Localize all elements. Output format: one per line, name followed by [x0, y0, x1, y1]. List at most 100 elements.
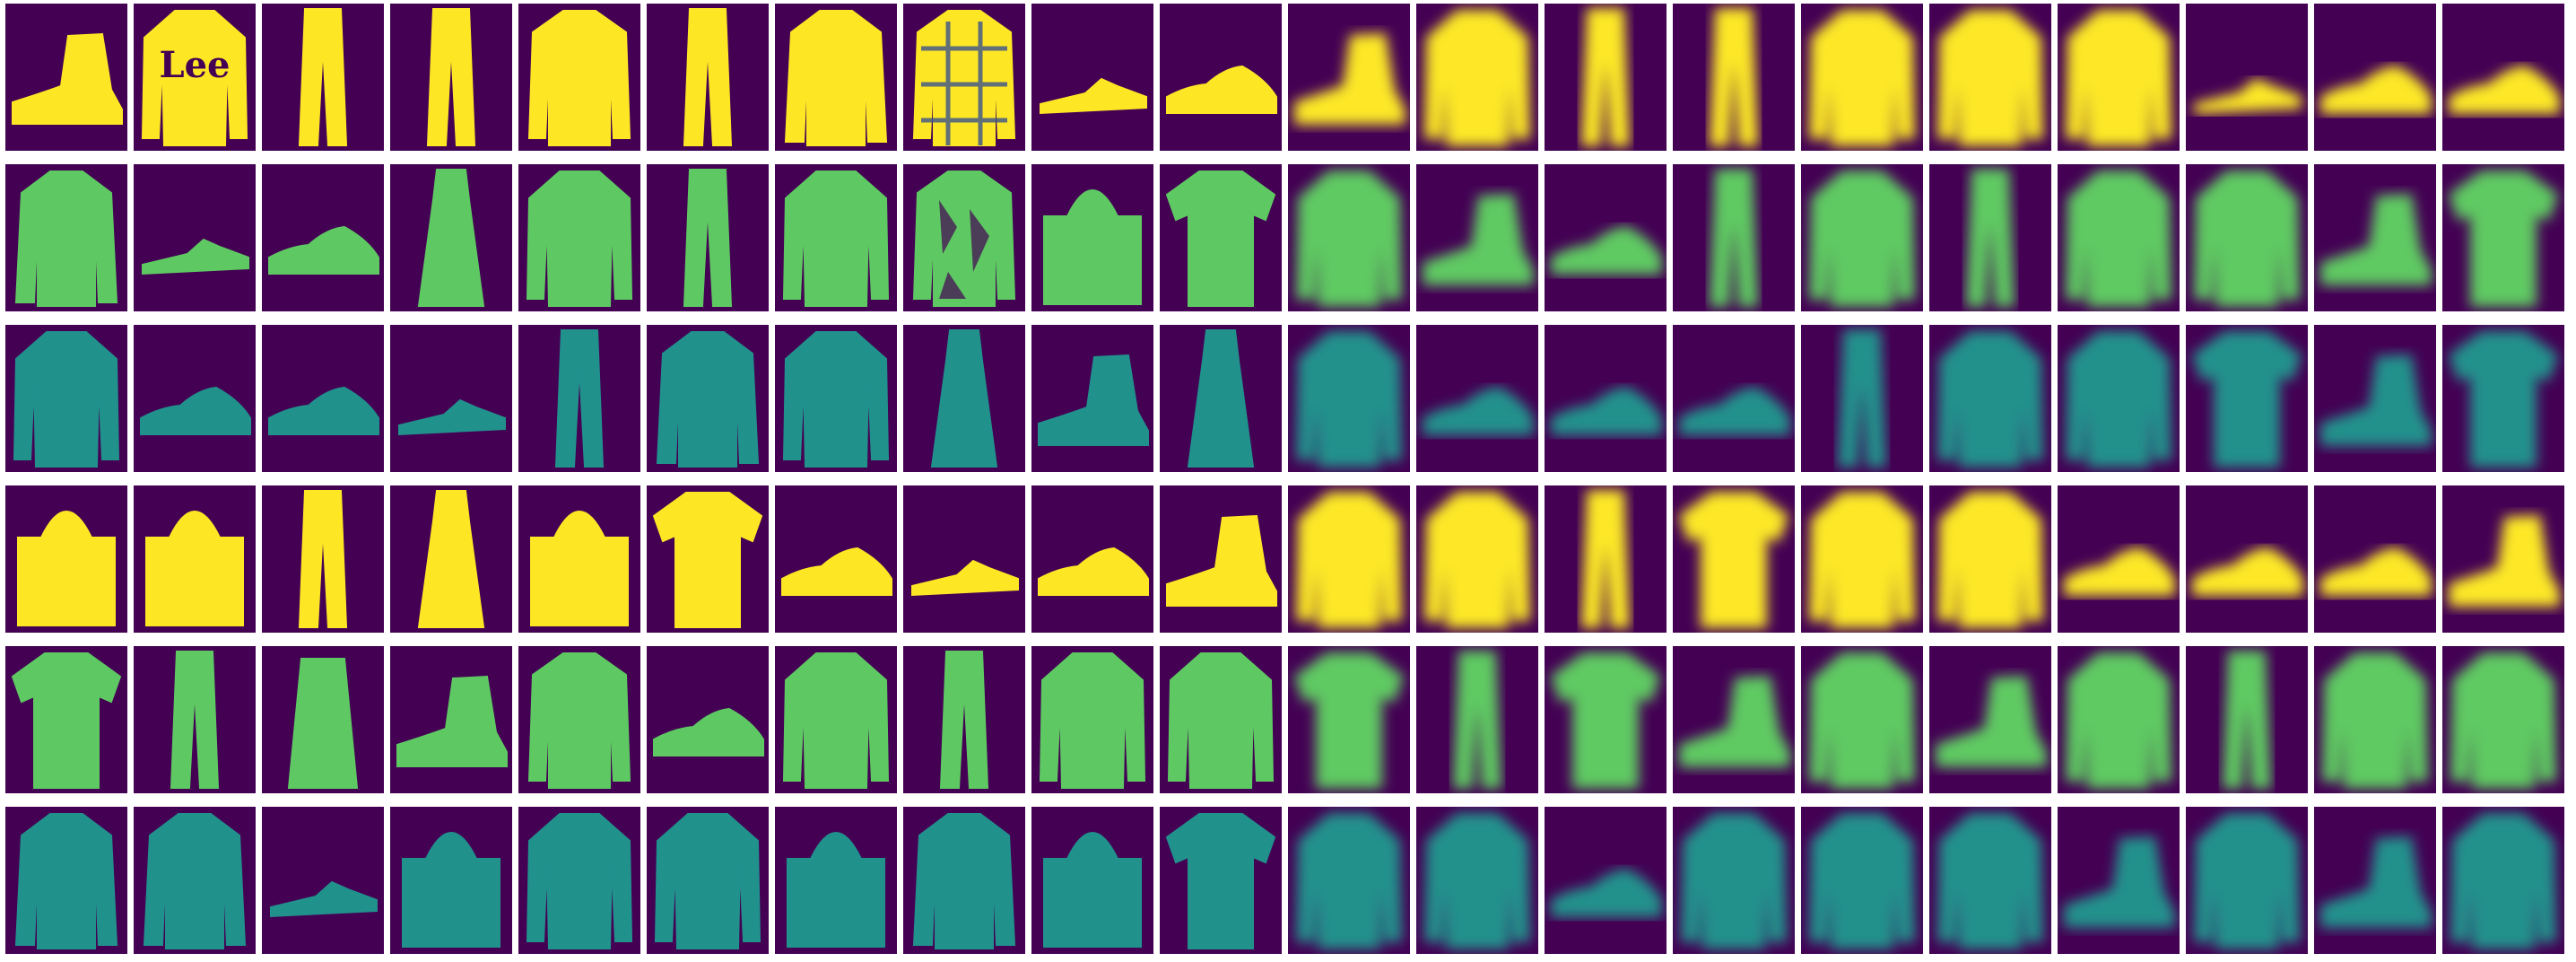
sweater-silhouette	[2321, 652, 2429, 789]
sweater-silhouette	[2065, 652, 2172, 789]
reconstructed-sneaker-image	[2058, 485, 2180, 633]
original-tshirt-image	[1160, 807, 1282, 954]
sweater-silhouette	[1808, 652, 1916, 789]
original-bag-image	[390, 807, 512, 954]
trouser-silhouette	[298, 8, 348, 146]
reconstructed-sneaker-image	[1545, 325, 1667, 472]
boot-silhouette	[1423, 193, 1534, 285]
original-dress-image	[1160, 325, 1282, 472]
sandal-silhouette	[1040, 77, 1147, 115]
original-sweater-image	[5, 325, 127, 472]
boot-silhouette	[1936, 675, 2047, 767]
original-boot-image	[1031, 325, 1153, 472]
sneaker-silhouette	[268, 225, 379, 275]
original-dress-image	[903, 325, 1025, 472]
original-print-shirt-image	[903, 164, 1025, 311]
reconstructed-sweater-image	[2058, 325, 2180, 472]
original-trouser-image	[518, 325, 640, 472]
original-sandal-image	[134, 164, 256, 311]
trouser-silhouette	[683, 8, 733, 146]
original-bag-image	[1031, 807, 1153, 954]
original-jacket-image	[775, 4, 897, 151]
reconstructed-sandal-image	[2186, 4, 2308, 151]
original-tshirt-image	[1160, 164, 1282, 311]
sneaker-silhouette	[1679, 386, 1790, 435]
reconstructed-boot-image	[1416, 164, 1538, 311]
original-sweater-image	[775, 646, 897, 793]
reconstructed-sweater-image	[1288, 485, 1410, 633]
reconstructed-sweater-image	[1416, 4, 1538, 151]
shirt-silhouette	[527, 652, 631, 789]
original-sneaker-image	[262, 325, 384, 472]
reconstructed-trouser-image	[1673, 164, 1795, 311]
reconstructed-tshirt-image	[2442, 164, 2564, 311]
trouser-silhouette	[1580, 8, 1631, 146]
original-plaid-shirt-image	[903, 4, 1025, 151]
reconstructed-sweater-image	[2058, 164, 2180, 311]
bag-silhouette	[1043, 189, 1142, 305]
original-sandal-image	[903, 485, 1025, 633]
reconstructed-boot-image	[2314, 164, 2436, 311]
original-sneaker-image	[1160, 4, 1282, 151]
reconstructed-sweater-image	[2186, 807, 2308, 954]
tshirt-silhouette	[1165, 813, 1276, 949]
bag-silhouette	[145, 511, 244, 626]
reconstructed-trouser-image	[2186, 646, 2308, 793]
original-sandal-image	[390, 325, 512, 472]
reconstructed-sweater-image	[1929, 4, 2051, 151]
jacket-silhouette	[784, 10, 888, 146]
original-dress-image	[390, 485, 512, 633]
sweater-silhouette	[13, 331, 120, 468]
sweater-silhouette	[2065, 171, 2172, 307]
sneaker-silhouette	[1038, 547, 1149, 596]
bag-silhouette	[1043, 832, 1142, 948]
reconstructed-sweater-image	[1288, 807, 1410, 954]
sneaker-silhouette	[1551, 868, 1662, 917]
original-sweater-image	[775, 164, 897, 311]
sweater-silhouette	[1295, 331, 1403, 468]
reconstructed-sweater-image	[1801, 646, 1923, 793]
original-trouser-image	[647, 164, 769, 311]
original-trouser-image	[134, 646, 256, 793]
sweater-silhouette	[1423, 813, 1531, 949]
reconstructed-trouser-image	[1545, 485, 1667, 633]
reconstructed-sneaker-image	[1545, 807, 1667, 954]
sweater-silhouette: Lee	[141, 10, 248, 146]
original-bag-image	[775, 807, 897, 954]
original-bag-image	[518, 485, 640, 633]
trouser-silhouette	[1580, 490, 1631, 628]
original-boot-image	[5, 4, 127, 151]
boot-silhouette	[1294, 32, 1405, 125]
sweater-silhouette	[1936, 331, 2044, 468]
sneaker-silhouette	[2192, 547, 2303, 596]
sweater-silhouette	[782, 331, 890, 468]
boot-silhouette	[2320, 193, 2432, 285]
reconstructed-sweater-image	[1673, 807, 1795, 954]
original-sweater-image	[1160, 646, 1282, 793]
sandal-silhouette	[270, 880, 378, 918]
original-sweater-image	[647, 807, 769, 954]
reconstructed-sweater-image	[2442, 807, 2564, 954]
shirt-silhouette	[527, 10, 631, 146]
jacket-silhouette	[912, 813, 1016, 949]
original-jacket-image	[134, 807, 256, 954]
sweater-silhouette	[1039, 652, 1146, 789]
sandal-silhouette	[142, 238, 249, 275]
sneaker-silhouette	[653, 707, 764, 756]
sandal-silhouette	[911, 559, 1019, 597]
reconstructed-sweater-image	[2186, 164, 2308, 311]
sweater-silhouette	[1936, 813, 2044, 949]
reconstructed-sweater-image	[1288, 164, 1410, 311]
tshirt-silhouette	[652, 492, 763, 628]
sneaker-silhouette	[2064, 547, 2175, 596]
boot-silhouette	[396, 675, 508, 767]
trouser-silhouette	[2222, 651, 2272, 789]
sweater-silhouette	[1295, 813, 1403, 949]
sweater-silhouette	[1423, 492, 1531, 628]
sweater-silhouette	[1936, 10, 2044, 146]
reconstructed-trouser-image	[1416, 646, 1538, 793]
tshirt-silhouette	[2448, 331, 2559, 468]
sweater-silhouette	[1808, 492, 1916, 628]
sneaker-silhouette	[1166, 65, 1277, 114]
